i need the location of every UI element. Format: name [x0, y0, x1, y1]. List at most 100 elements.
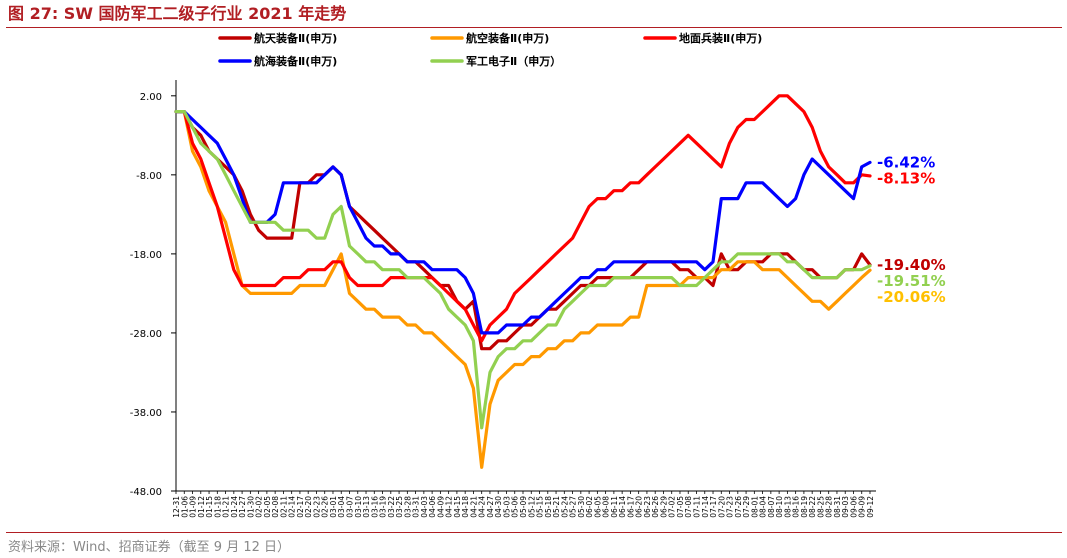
x-tick-label: 02-02 [255, 496, 264, 518]
x-tick-label: 07-23 [726, 496, 735, 518]
x-tick-label: 03-04 [337, 496, 346, 518]
x-tick-label: 08-01 [750, 496, 759, 518]
figure-title: 图 27: SW 国防军工二级子行业 2021 年走势 [8, 4, 347, 23]
x-tick-label: 02-20 [304, 496, 313, 518]
legend: 航天装备Ⅱ(申万) 航空装备Ⅱ(申万) 地面兵装Ⅱ(申万) 航海装备Ⅱ(申万) 军工电子… [218, 31, 762, 68]
source-note: 资料来源：Wind、招商证券（截至 9 月 12 日） [8, 540, 291, 555]
series-lines [174, 94, 872, 469]
x-tick-label: 07-11 [693, 496, 702, 518]
series-line [174, 109, 872, 351]
x-tick-label: 04-12 [445, 496, 454, 518]
series-line [174, 94, 872, 343]
x-tick-label: 02-17 [296, 496, 305, 518]
legend-label: 航海装备Ⅱ(申万) [254, 54, 337, 68]
x-tick-label: 04-06 [428, 496, 437, 518]
legend-label: 军工电子Ⅱ（申万） [466, 54, 561, 68]
x-tick-label: 07-08 [684, 496, 693, 518]
end-label: -6.42% [877, 153, 935, 171]
x-tick-label: 01-24 [230, 496, 239, 518]
x-tick-label: 05-27 [569, 496, 578, 518]
x-tick-label: 05-03 [502, 496, 511, 518]
y-tick-label: 2.00 [140, 92, 162, 103]
x-tick-label: 05-09 [519, 496, 528, 518]
x-tick-label: 09-09 [858, 496, 867, 518]
x-tick-label: 01-18 [213, 496, 222, 518]
y-tick-label: -38.00 [130, 408, 162, 419]
x-tick-label: 03-16 [370, 496, 379, 518]
x-tick-label: 03-22 [387, 496, 396, 518]
x-tick-label: 03-25 [395, 496, 404, 518]
x-tick-label: 04-30 [494, 496, 503, 518]
x-tick-label: 06-14 [618, 496, 627, 518]
x-tick-label: 06-11 [610, 496, 619, 518]
x-tick-label: 05-06 [511, 496, 520, 518]
x-tick-label: 07-02 [668, 496, 677, 518]
x-tick-label: 04-18 [461, 496, 470, 518]
x-tick-label: 05-30 [577, 496, 586, 518]
x-tick-label: 08-04 [759, 496, 768, 518]
x-tick-label: 04-15 [453, 496, 462, 518]
legend-label: 航天装备Ⅱ(申万) [254, 31, 337, 45]
x-tick-label: 07-29 [742, 496, 751, 518]
x-tick-label: 08-25 [816, 496, 825, 518]
x-tick-label: 02-14 [288, 496, 297, 518]
x-tick-label: 03-10 [354, 496, 363, 518]
series-line [174, 109, 872, 469]
x-tick-label: 04-09 [436, 496, 445, 518]
x-tick-label: 08-13 [783, 496, 792, 518]
x-tick-label: 02-05 [263, 496, 272, 518]
x-tick-label: 08-31 [833, 496, 842, 518]
x-tick-label: 07-17 [709, 496, 718, 518]
x-tick-label: 02-23 [312, 496, 321, 518]
y-tick-label: -28.00 [130, 329, 162, 340]
end-label: -19.40% [877, 256, 946, 274]
x-tick-label: 06-08 [602, 496, 611, 518]
x-tick-label: 07-20 [717, 496, 726, 518]
x-tick-label: 03-01 [329, 496, 338, 518]
x-tick-label: 09-06 [849, 496, 858, 518]
x-tick-label: 09-03 [841, 496, 850, 518]
x-tick-label: 02-26 [321, 496, 330, 518]
x-tick-label: 07-05 [676, 496, 685, 518]
x-tick-label: 05-12 [527, 496, 536, 518]
x-tick-label: 08-19 [800, 496, 809, 518]
y-tick-label: -48.00 [130, 487, 162, 498]
x-tick-label: 07-26 [734, 496, 743, 518]
x-tick-label: 02-11 [279, 496, 288, 518]
x-tick-label: 01-21 [222, 496, 231, 518]
x-tick-label: 06-20 [635, 496, 644, 518]
y-tick-label: -18.00 [130, 250, 162, 261]
x-tick-label: 05-21 [552, 496, 561, 518]
x-tick-label: 04-21 [469, 496, 478, 518]
x-tick-label: 03-31 [412, 496, 421, 518]
x-tick-label: 05-18 [544, 496, 553, 518]
x-tick-label: 08-16 [792, 496, 801, 518]
x-tick-label: 01-09 [189, 496, 198, 518]
end-labels: -6.42%-8.13% -19.40%-19.51%-20.06% [877, 153, 946, 306]
x-tick-label: 06-02 [585, 496, 594, 518]
end-label: -19.51% [877, 272, 946, 290]
series-line [174, 109, 872, 335]
x-tick-label: 04-27 [486, 496, 495, 518]
x-tick-label: 06-29 [659, 496, 668, 518]
x-tick-label: 03-07 [346, 496, 355, 518]
x-tick-label: 08-07 [767, 496, 776, 518]
title-rule [6, 27, 1062, 28]
y-tick-label: -8.00 [136, 171, 162, 182]
x-tick-label: 01-15 [205, 496, 214, 518]
x-tick-label: 07-14 [701, 496, 710, 518]
x-tick-label: 03-13 [362, 496, 371, 518]
x-tick-label: 01-12 [197, 496, 206, 518]
x-tick-label: 08-22 [808, 496, 817, 518]
series-line [174, 109, 872, 430]
x-tick-label: 01-27 [238, 496, 247, 518]
x-tick-label: 03-19 [379, 496, 388, 518]
x-tick-label: 06-26 [651, 496, 660, 518]
end-label: -8.13% [877, 169, 935, 187]
x-tick-label: 02-08 [271, 496, 280, 518]
x-tick-label: 01-30 [246, 496, 255, 518]
x-tick-label: 08-10 [775, 496, 784, 518]
end-label: -20.06% [877, 288, 946, 306]
